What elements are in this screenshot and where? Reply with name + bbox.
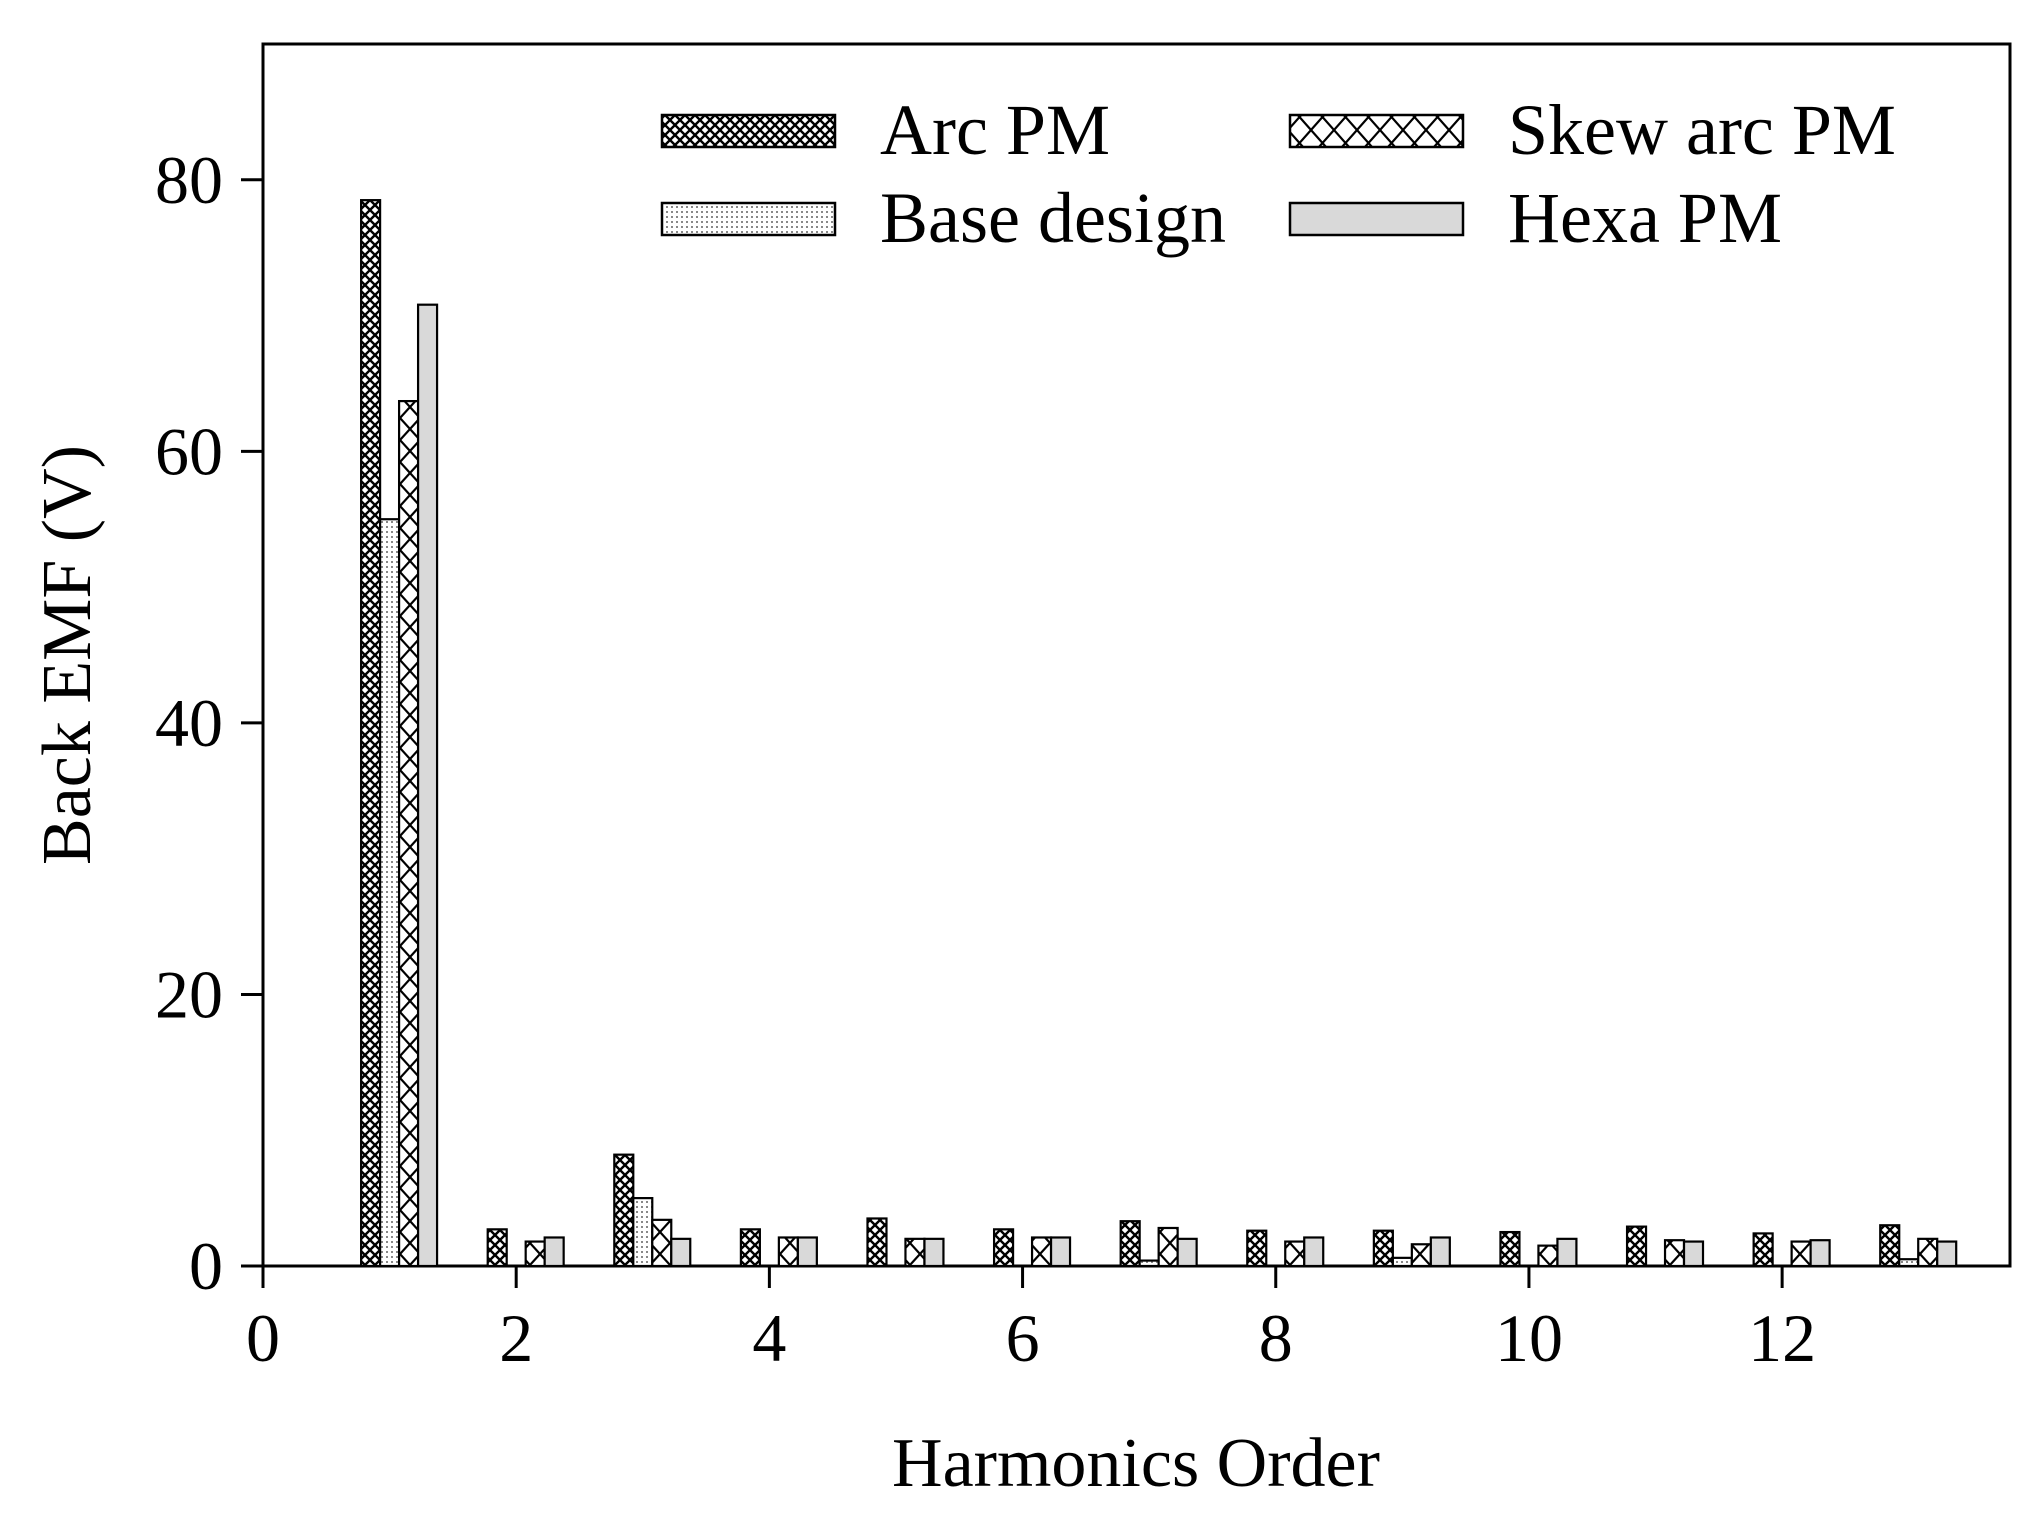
legend-item-base-design: Base design: [660, 178, 1226, 258]
x-tick-label-6: 6: [1006, 1300, 1040, 1376]
bar-arc-pm-h10: [1499, 1230, 1521, 1268]
bar-hexa-pm-h11: [1682, 1240, 1705, 1268]
bar-skew-arc-pm-h11: [1663, 1239, 1686, 1268]
bar-skew-arc-pm-h7: [1157, 1226, 1179, 1268]
bar-arc-pm-h4: [739, 1228, 761, 1268]
bar-skew-arc-pm-h2: [524, 1240, 546, 1268]
bar-arc-pm-h11: [1625, 1225, 1648, 1268]
bar-hexa-pm-h3: [670, 1237, 692, 1268]
bar-arc-pm-h7: [1119, 1220, 1141, 1268]
bar-skew-arc-pm-h12: [1790, 1240, 1812, 1268]
bar-skew-arc-pm-h1: [397, 399, 420, 1268]
bar-hexa-pm-h8: [1303, 1236, 1325, 1268]
bar-hexa-pm-h6: [1049, 1236, 1072, 1268]
bar-skew-arc-pm-h13: [1917, 1237, 1939, 1268]
bar-hexa-pm-h12: [1809, 1239, 1831, 1268]
legend-label-hexa-pm: Hexa PM: [1508, 178, 1782, 258]
y-tick-label-40: 40: [155, 685, 223, 761]
bar-base-design-h9: [1391, 1256, 1413, 1268]
bars-group: [360, 199, 1958, 1268]
bar-skew-arc-pm-h9: [1410, 1243, 1432, 1268]
bar-arc-pm-h5: [866, 1217, 888, 1268]
bar-skew-arc-pm-h3: [651, 1218, 673, 1268]
legend-item-skew-arc-pm: Skew arc PM: [1288, 90, 1896, 170]
bar-hexa-pm-h9: [1429, 1236, 1451, 1268]
bar-arc-pm-h1: [360, 199, 382, 1268]
bar-skew-arc-pm-h8: [1284, 1240, 1306, 1268]
y-tick-label-80: 80: [155, 142, 223, 218]
bar-base-design-h7: [1138, 1259, 1160, 1268]
bar-arc-pm-h8: [1246, 1229, 1268, 1268]
y-tick-label-60: 60: [155, 413, 223, 489]
bar-arc-pm-h2: [486, 1228, 508, 1268]
axes-group: 0 2 4 6 8 10 12 0 20 40 60 80: [155, 142, 1816, 1376]
legend-swatch-hexa-pm: [1288, 201, 1465, 237]
bar-arc-pm-h9: [1372, 1229, 1394, 1268]
bar-skew-arc-pm-h6: [1030, 1236, 1053, 1268]
x-axis-title: Harmonics Order: [892, 1425, 1380, 1502]
bar-arc-pm-h12: [1752, 1232, 1774, 1268]
bar-skew-arc-pm-h5: [904, 1237, 926, 1268]
legend-label-base-design: Base design: [880, 178, 1226, 258]
legend-swatch-base-design: [660, 201, 837, 237]
y-tick-label-20: 20: [155, 956, 223, 1032]
bar-arc-pm-h13: [1879, 1224, 1901, 1268]
x-tick-label-12: 12: [1748, 1300, 1816, 1376]
y-tick-label-0: 0: [189, 1228, 223, 1304]
legend-swatch-skew-arc-pm: [1288, 113, 1465, 149]
legend-item-hexa-pm: Hexa PM: [1288, 178, 1782, 258]
legend-item-arc-pm: Arc PM: [660, 90, 1110, 170]
bar-skew-arc-pm-h10: [1537, 1244, 1559, 1268]
bar-hexa-pm-h13: [1936, 1240, 1958, 1268]
legend: Arc PM Skew arc PM Base design Hexa PM: [660, 90, 1896, 258]
bar-base-design-h1: [378, 518, 401, 1268]
x-tick-label-10: 10: [1495, 1300, 1563, 1376]
legend-label-skew-arc-pm: Skew arc PM: [1508, 90, 1896, 170]
x-tick-label-8: 8: [1259, 1300, 1293, 1376]
bar-base-design-h3: [632, 1197, 654, 1268]
y-axis-title: Back EMF (V): [29, 445, 106, 865]
bar-hexa-pm-h10: [1556, 1237, 1578, 1268]
x-tick-label-2: 2: [499, 1300, 533, 1376]
legend-label-arc-pm: Arc PM: [880, 90, 1110, 170]
bar-skew-arc-pm-h4: [777, 1236, 799, 1268]
legend-swatch-arc-pm: [660, 113, 837, 149]
bar-base-design-h13: [1898, 1258, 1920, 1268]
x-tick-label-4: 4: [752, 1300, 786, 1376]
bar-hexa-pm-h4: [796, 1236, 818, 1268]
bar-hexa-pm-h2: [543, 1236, 565, 1268]
bar-arc-pm-h3: [613, 1153, 635, 1268]
bar-hexa-pm-h5: [923, 1237, 945, 1268]
bar-hexa-pm-h7: [1176, 1237, 1198, 1268]
bar-hexa-pm-h1: [416, 303, 439, 1268]
bar-arc-pm-h6: [992, 1228, 1015, 1268]
x-tick-label-0: 0: [246, 1300, 280, 1376]
